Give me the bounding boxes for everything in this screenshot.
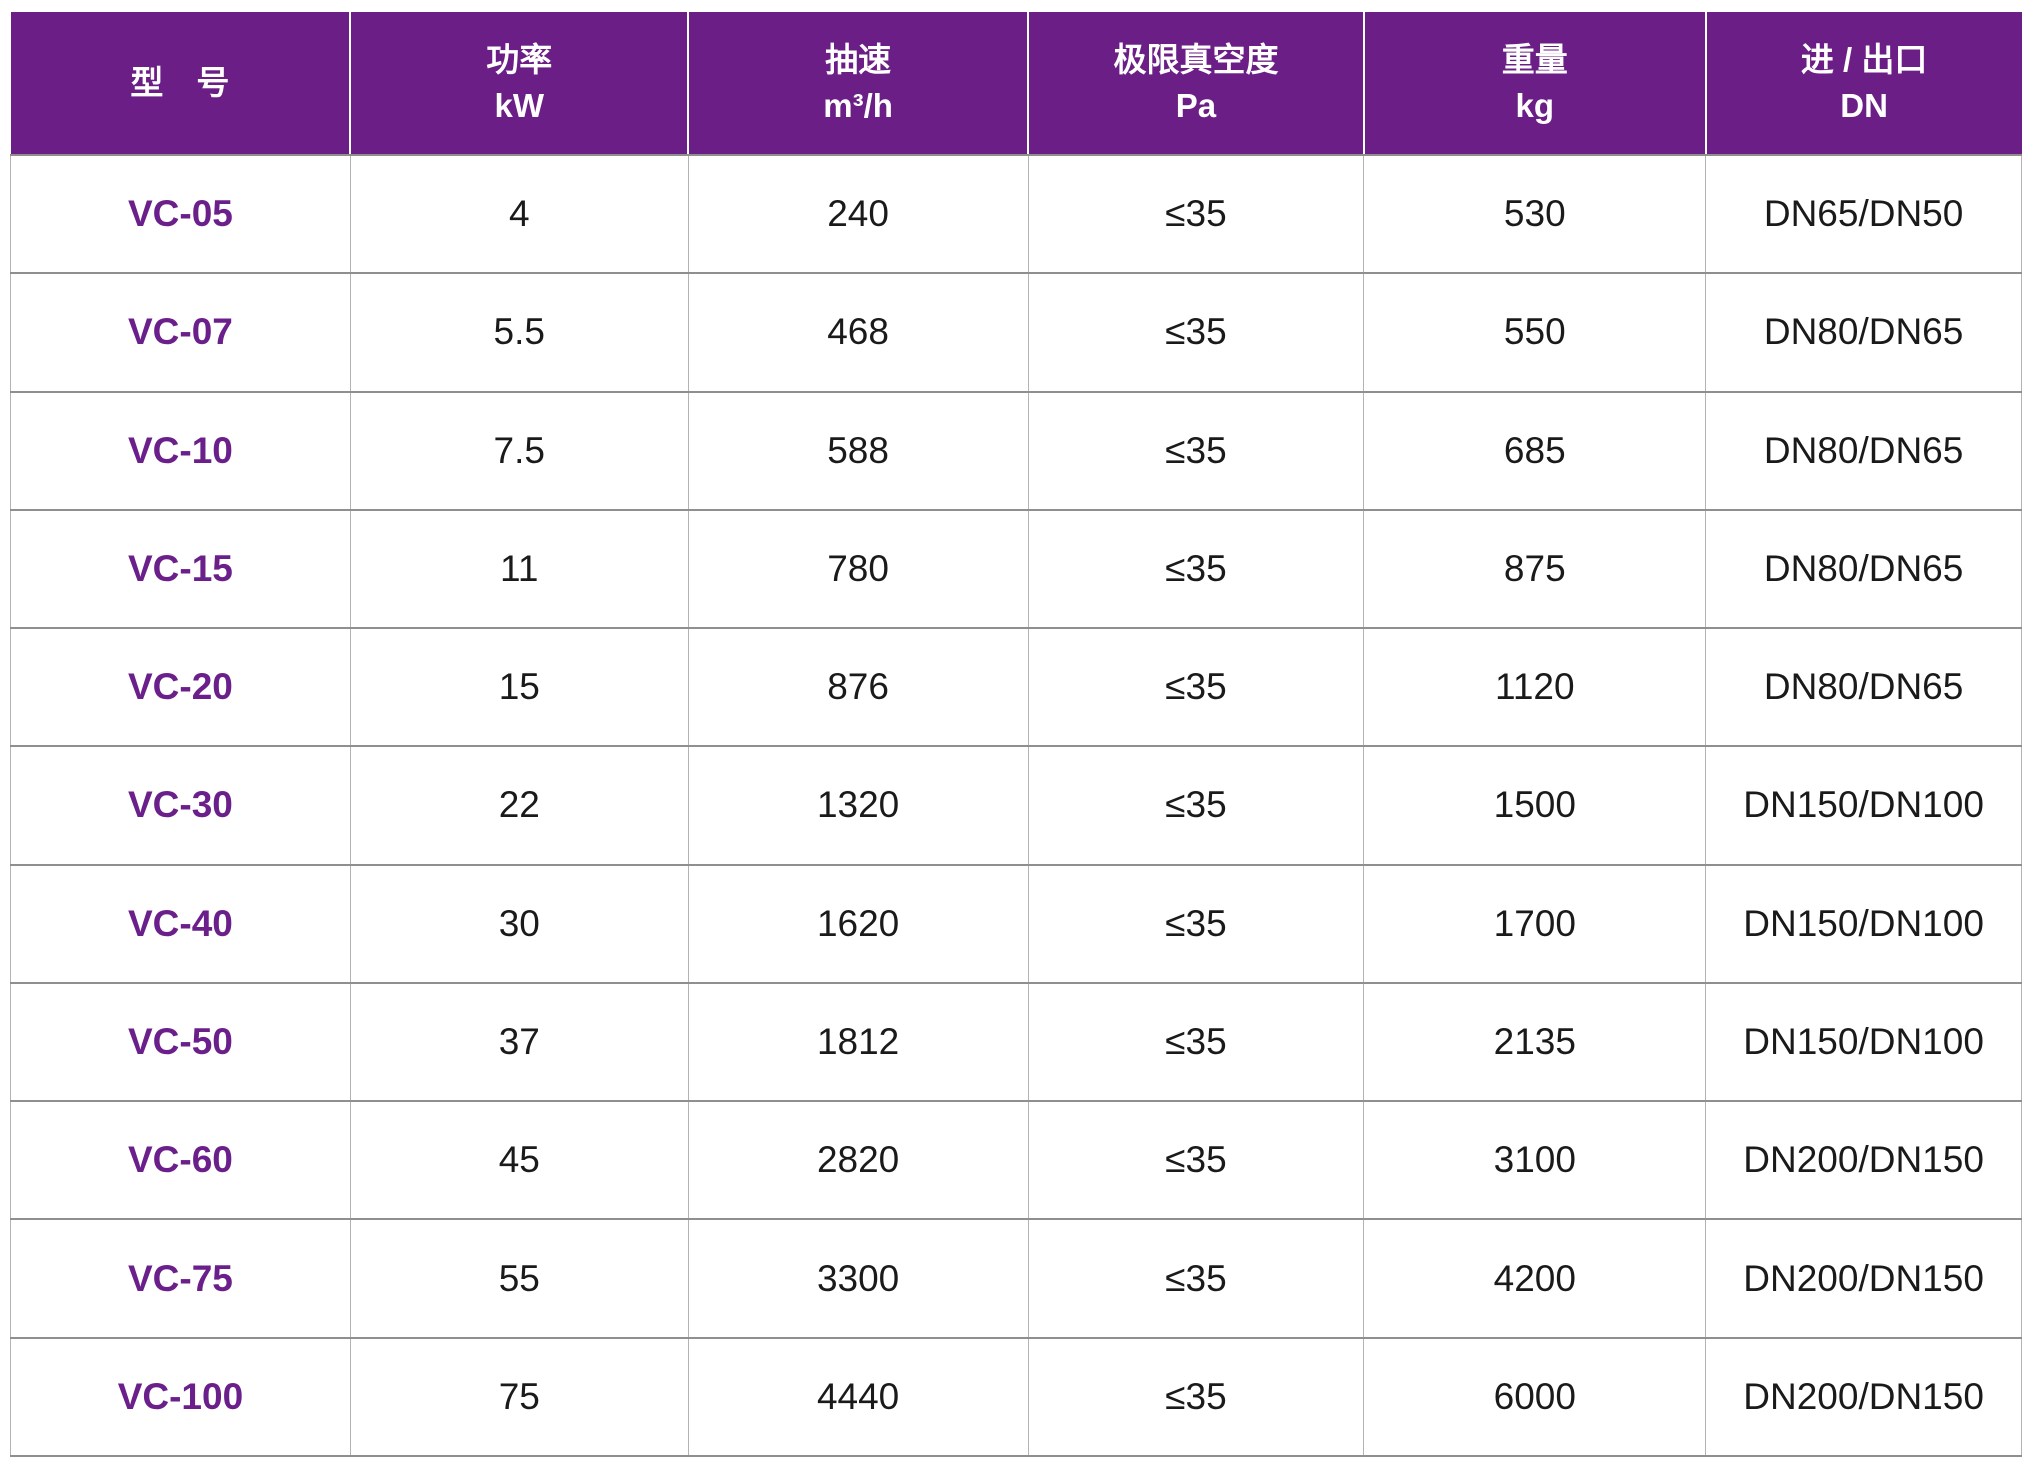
table-row: VC-75 55 3300 ≤35 4200 DN200/DN150 — [10, 1218, 2022, 1339]
weight-cell: 4200 — [1363, 1218, 1707, 1339]
header-speed-label: 抽速 — [825, 41, 892, 78]
ports-cell: DN150/DN100 — [1705, 981, 2022, 1103]
model-cell: VC-100 — [10, 1336, 351, 1458]
header-weight-label: 重量 — [1501, 41, 1568, 78]
speed-cell: 2820 — [687, 1100, 1029, 1221]
vacuum-cell: ≤35 — [1027, 1218, 1365, 1339]
header-weight-unit: kg — [1515, 87, 1555, 124]
speed-cell: 588 — [687, 390, 1029, 511]
header-speed-unit: m³/h — [823, 87, 893, 124]
weight-cell: 550 — [1363, 272, 1707, 393]
speed-cell: 1812 — [687, 981, 1029, 1103]
header-ports-unit: DN — [1840, 87, 1888, 124]
vacuum-cell: ≤35 — [1027, 508, 1365, 630]
header-power-label: 功率 — [486, 41, 553, 78]
header-vacuum-unit: Pa — [1175, 87, 1217, 124]
ports-cell: DN80/DN65 — [1705, 508, 2022, 630]
ports-cell: DN65/DN50 — [1705, 153, 2022, 275]
ports-cell: DN200/DN150 — [1705, 1336, 2022, 1458]
model-cell: VC-10 — [10, 390, 351, 511]
ports-cell: DN200/DN150 — [1705, 1218, 2022, 1339]
ports-cell: DN150/DN100 — [1705, 863, 2022, 984]
vacuum-cell: ≤35 — [1027, 745, 1365, 866]
table-row: VC-05 4 240 ≤35 530 DN65/DN50 — [10, 153, 2022, 275]
weight-cell: 1700 — [1363, 863, 1707, 984]
model-cell: VC-75 — [10, 1218, 351, 1339]
weight-cell: 1120 — [1363, 627, 1707, 748]
header-ports: 进 / 出口 DN — [1704, 12, 2022, 156]
weight-cell: 3100 — [1363, 1100, 1707, 1221]
speed-cell: 780 — [687, 508, 1029, 630]
weight-cell: 875 — [1363, 508, 1707, 630]
ports-cell: DN80/DN65 — [1705, 627, 2022, 748]
speed-cell: 240 — [687, 153, 1029, 275]
model-cell: VC-07 — [10, 272, 351, 393]
weight-cell: 2135 — [1363, 981, 1707, 1103]
power-cell: 5.5 — [349, 272, 689, 393]
vacuum-cell: ≤35 — [1027, 1100, 1365, 1221]
model-cell: VC-15 — [10, 508, 351, 630]
header-speed: 抽速 m³/h — [687, 12, 1030, 156]
vacuum-cell: ≤35 — [1027, 863, 1365, 984]
table-row: VC-20 15 876 ≤35 1120 DN80/DN65 — [10, 627, 2022, 748]
power-cell: 15 — [349, 627, 689, 748]
header-vacuum: 极限真空度 Pa — [1027, 12, 1365, 156]
power-cell: 55 — [349, 1218, 689, 1339]
table-row: VC-40 30 1620 ≤35 1700 DN150/DN100 — [10, 863, 2022, 984]
table-row: VC-15 11 780 ≤35 875 DN80/DN65 — [10, 508, 2022, 630]
header-power: 功率 kW — [349, 12, 690, 156]
header-power-unit: kW — [494, 87, 545, 124]
table-row: VC-60 45 2820 ≤35 3100 DN200/DN150 — [10, 1100, 2022, 1221]
product-spec-table: 型 号 功率 kW 抽速 m³/h 极限真空度 Pa 重量 kg — [10, 12, 2022, 1458]
power-cell: 37 — [349, 981, 689, 1103]
power-cell: 11 — [349, 508, 689, 630]
table-row: VC-50 37 1812 ≤35 2135 DN150/DN100 — [10, 981, 2022, 1103]
header-ports-label: 进 / 出口 — [1800, 41, 1928, 78]
model-cell: VC-30 — [10, 745, 351, 866]
power-cell: 7.5 — [349, 390, 689, 511]
speed-cell: 1320 — [687, 745, 1029, 866]
power-cell: 30 — [349, 863, 689, 984]
header-weight: 重量 kg — [1362, 12, 1707, 156]
weight-cell: 1500 — [1363, 745, 1707, 866]
speed-cell: 4440 — [687, 1336, 1029, 1458]
table-row: VC-07 5.5 468 ≤35 550 DN80/DN65 — [10, 272, 2022, 393]
header-model: 型 号 — [10, 12, 352, 156]
table-body: VC-05 4 240 ≤35 530 DN65/DN50 VC-07 5.5 … — [10, 153, 2022, 1458]
vacuum-cell: ≤35 — [1027, 627, 1365, 748]
model-cell: VC-60 — [10, 1100, 351, 1221]
model-cell: VC-05 — [10, 153, 351, 275]
ports-cell: DN150/DN100 — [1705, 745, 2022, 866]
vacuum-cell: ≤35 — [1027, 272, 1365, 393]
speed-cell: 876 — [687, 627, 1029, 748]
table-row: VC-10 7.5 588 ≤35 685 DN80/DN65 — [10, 390, 2022, 511]
table-header: 型 号 功率 kW 抽速 m³/h 极限真空度 Pa 重量 kg — [10, 12, 2022, 156]
model-cell: VC-50 — [10, 981, 351, 1103]
power-cell: 4 — [349, 153, 689, 275]
ports-cell: DN80/DN65 — [1705, 390, 2022, 511]
power-cell: 45 — [349, 1100, 689, 1221]
table-row: VC-30 22 1320 ≤35 1500 DN150/DN100 — [10, 745, 2022, 866]
power-cell: 75 — [349, 1336, 689, 1458]
vacuum-cell: ≤35 — [1027, 981, 1365, 1103]
vacuum-cell: ≤35 — [1027, 390, 1365, 511]
model-cell: VC-20 — [10, 627, 351, 748]
weight-cell: 685 — [1363, 390, 1707, 511]
power-cell: 22 — [349, 745, 689, 866]
header-vacuum-label: 极限真空度 — [1113, 41, 1279, 78]
ports-cell: DN200/DN150 — [1705, 1100, 2022, 1221]
weight-cell: 6000 — [1363, 1336, 1707, 1458]
header-row: 型 号 功率 kW 抽速 m³/h 极限真空度 Pa 重量 kg — [10, 12, 2022, 156]
weight-cell: 530 — [1363, 153, 1707, 275]
header-model-label: 型 号 — [130, 64, 230, 101]
speed-cell: 468 — [687, 272, 1029, 393]
ports-cell: DN80/DN65 — [1705, 272, 2022, 393]
vacuum-cell: ≤35 — [1027, 1336, 1365, 1458]
table-row: VC-100 75 4440 ≤35 6000 DN200/DN150 — [10, 1336, 2022, 1458]
model-cell: VC-40 — [10, 863, 351, 984]
vacuum-cell: ≤35 — [1027, 153, 1365, 275]
speed-cell: 3300 — [687, 1218, 1029, 1339]
speed-cell: 1620 — [687, 863, 1029, 984]
